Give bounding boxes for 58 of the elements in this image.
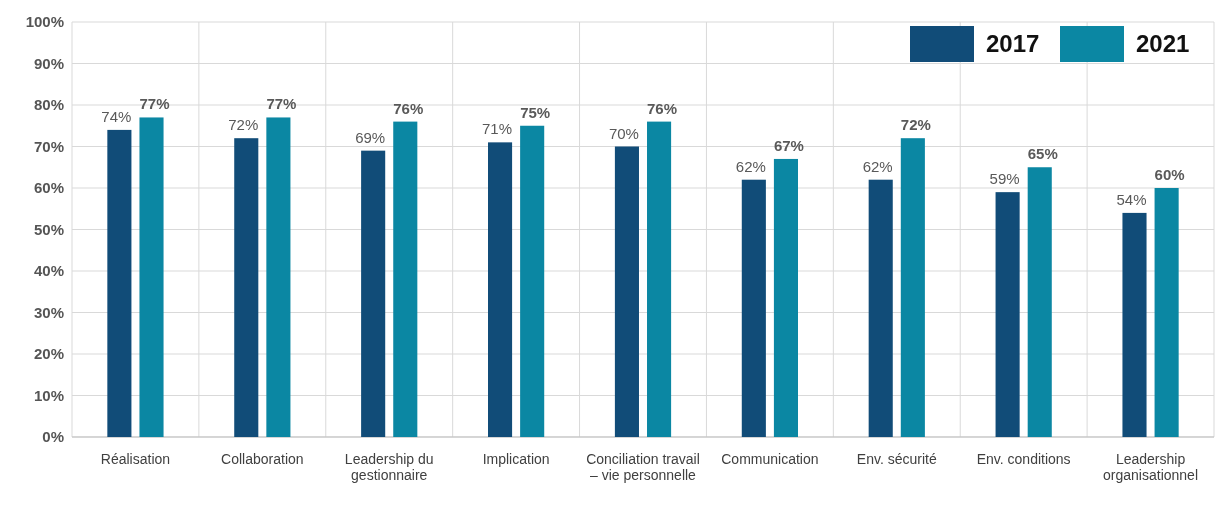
data-label: 74% — [101, 107, 132, 125]
data-label: 77% — [266, 95, 297, 113]
data-label: 54% — [1116, 190, 1147, 208]
x-tick-label: Communication — [721, 451, 819, 467]
y-tick-label: 90% — [33, 54, 64, 72]
bar — [741, 179, 766, 437]
bar — [868, 179, 893, 437]
bar — [488, 142, 513, 437]
y-tick-label: 40% — [33, 262, 64, 280]
bar — [107, 129, 132, 437]
bar — [361, 150, 386, 437]
y-tick-label: 50% — [33, 220, 64, 238]
x-tick-label: Leadership du gestionnaire — [344, 451, 434, 483]
data-label: 62% — [735, 157, 766, 175]
bar — [1122, 212, 1147, 437]
legend-label: 2021 — [1136, 30, 1190, 57]
x-tick-label: Réalisation — [100, 451, 171, 467]
y-tick-label: 10% — [33, 386, 64, 404]
bar — [520, 125, 545, 437]
y-tick-label: 100% — [25, 13, 64, 31]
y-tick-label: 0% — [42, 428, 64, 446]
y-tick-label: 20% — [33, 345, 64, 363]
data-label: 62% — [862, 157, 893, 175]
data-label: 59% — [989, 170, 1020, 188]
x-tick-label: Leadership organisationnel — [1103, 451, 1199, 483]
data-label: 77% — [139, 95, 170, 113]
legend-label: 2017 — [986, 30, 1040, 57]
bar — [1027, 167, 1052, 437]
y-tick-label: 70% — [33, 137, 64, 155]
bar — [647, 121, 672, 437]
bar — [393, 121, 418, 437]
data-label: 70% — [608, 124, 639, 142]
data-label: 76% — [393, 99, 424, 117]
bar — [234, 138, 259, 437]
y-tick-label: 60% — [33, 179, 64, 197]
bar — [266, 117, 291, 437]
data-label: 72% — [900, 116, 931, 134]
data-label: 71% — [482, 120, 513, 138]
x-tick-label: Implication — [482, 451, 550, 467]
bar — [900, 138, 925, 437]
bar — [1154, 188, 1179, 437]
x-tick-label: Env. conditions — [976, 451, 1071, 467]
x-tick-label: Env. sécurité — [856, 451, 937, 467]
bar — [139, 117, 164, 437]
y-tick-label: 80% — [33, 96, 64, 114]
x-tick-label: Conciliation travail – vie personnelle — [586, 451, 700, 483]
data-label: 69% — [355, 128, 386, 146]
x-tick-label: Collaboration — [221, 451, 304, 467]
data-label: 67% — [773, 136, 804, 154]
data-label: 65% — [1027, 145, 1058, 163]
bar — [773, 158, 798, 437]
bar — [995, 192, 1020, 437]
data-label: 75% — [520, 103, 551, 121]
data-label: 76% — [647, 99, 678, 117]
data-label: 60% — [1154, 166, 1185, 183]
y-tick-label: 30% — [33, 303, 64, 321]
data-label: 72% — [228, 116, 259, 134]
bar — [614, 146, 639, 437]
